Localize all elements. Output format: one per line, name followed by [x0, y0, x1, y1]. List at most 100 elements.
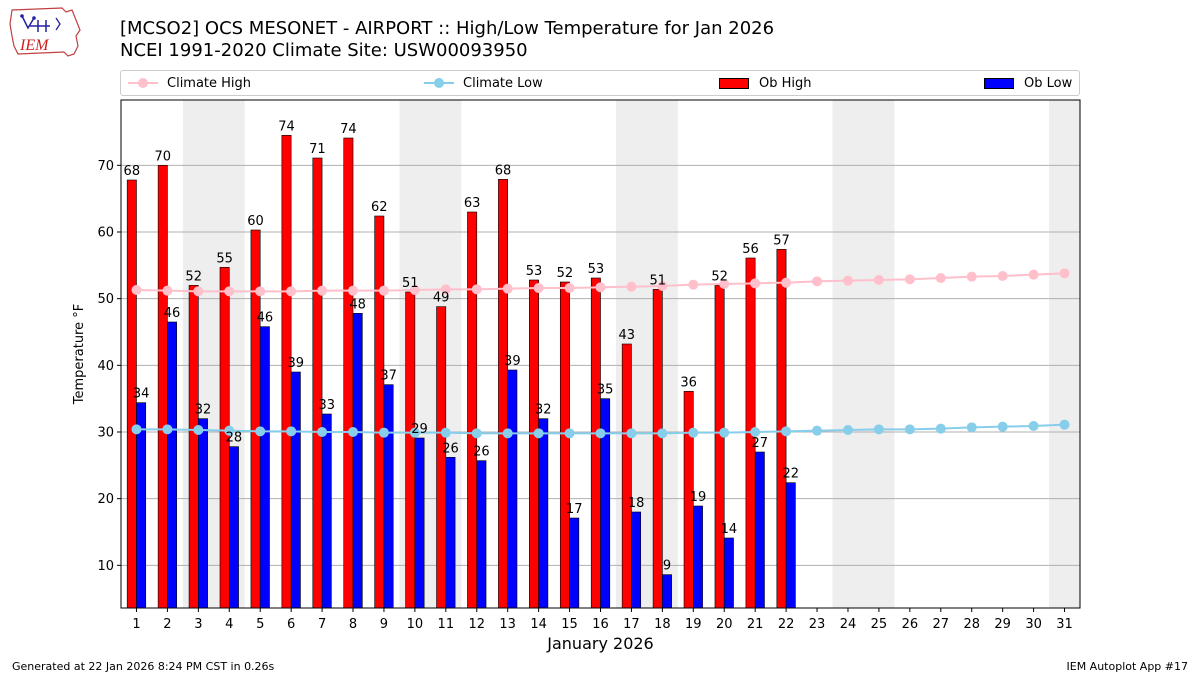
ob-low-label: 29 — [411, 422, 428, 437]
ob-low-bar — [693, 505, 703, 609]
x-tick-label: 5 — [256, 617, 264, 632]
x-tick-label: 23 — [809, 617, 826, 632]
app-label: IEM Autoplot App #17 — [1066, 660, 1189, 673]
x-tick-label: 9 — [380, 617, 388, 632]
climate-low-point — [286, 426, 297, 437]
climate-high-point — [317, 285, 328, 296]
climate-low-point — [1028, 421, 1039, 431]
climate-low-point — [966, 422, 977, 433]
ob-high-bar — [281, 135, 292, 609]
x-tick-label: 1 — [132, 617, 140, 632]
x-tick-label: 10 — [407, 617, 424, 632]
ob-high-bar — [467, 211, 478, 609]
climate-low-point — [533, 428, 544, 439]
ob-high-label: 70 — [154, 149, 171, 164]
climate-low-point — [348, 427, 359, 437]
climate-low-point — [657, 428, 668, 439]
climate-high-point — [904, 274, 915, 285]
climate-low-point — [997, 421, 1008, 432]
ob-low-bar — [569, 517, 580, 609]
ob-low-bar — [538, 418, 549, 609]
x-tick-label: 4 — [225, 617, 233, 632]
climate-high-point — [719, 279, 730, 289]
y-tick-label: 20 — [97, 492, 114, 507]
ob-low-bar — [198, 418, 208, 609]
ob-low-label: 26 — [473, 445, 490, 460]
svg-text:IEM: IEM — [19, 37, 50, 54]
climate-low-point — [409, 427, 420, 438]
climate-high-point — [564, 283, 575, 293]
ob-low-label: 46 — [164, 306, 181, 321]
climate-high-point — [626, 281, 637, 292]
ob-high-bar — [621, 343, 632, 609]
ob-low-label: 17 — [566, 502, 583, 517]
ob-high-bar — [436, 306, 447, 609]
ob-low-label: 27 — [752, 436, 769, 451]
climate-low-point — [255, 426, 266, 437]
climate-low-point — [688, 427, 699, 438]
ob-high-label: 71 — [309, 142, 326, 157]
legend-label-climate-low: Climate Low — [463, 75, 543, 91]
chart-title: [MCSO2] OCS MESONET - AIRPORT :: High/Lo… — [120, 18, 775, 39]
y-axis-label: Temperature °F — [72, 304, 87, 405]
ob-high-label: 57 — [773, 233, 790, 248]
x-tick-label: 18 — [654, 617, 671, 632]
ob-low-bar — [631, 511, 642, 609]
climate-low-point — [471, 428, 482, 439]
legend-label-climate-high: Climate High — [167, 75, 252, 91]
x-tick-label: 26 — [902, 617, 919, 632]
ob-low-bar — [785, 482, 796, 609]
ob-low-bar — [352, 313, 363, 609]
x-tick-label: 17 — [623, 617, 640, 632]
ob-high-swatch — [719, 77, 749, 89]
x-tick-label: 8 — [349, 617, 357, 632]
ob-high-label: 43 — [619, 328, 636, 343]
climate-high-point — [502, 283, 513, 294]
climate-high-point — [255, 286, 266, 297]
climate-low-point — [626, 428, 637, 439]
ob-low-label: 37 — [380, 369, 397, 384]
climate-high-point — [750, 278, 761, 289]
climate-high-line-swatch — [128, 78, 158, 88]
climate-low-point — [440, 427, 451, 438]
ob-high-label: 60 — [247, 214, 264, 229]
ob-high-label: 53 — [588, 262, 605, 277]
ob-high-label: 62 — [371, 200, 388, 215]
ob-low-label: 39 — [504, 354, 521, 369]
weekend-band — [1049, 100, 1080, 608]
y-tick-label: 40 — [97, 359, 114, 374]
climate-high-point — [781, 277, 792, 288]
ob-high-bar — [374, 215, 385, 609]
climate-low-point — [564, 428, 575, 439]
ob-high-bar — [529, 279, 539, 609]
x-tick-label: 31 — [1056, 617, 1073, 632]
climate-high-point — [1028, 269, 1039, 280]
climate-high-point — [286, 286, 297, 297]
ob-low-label: 39 — [288, 356, 305, 371]
generated-timestamp: Generated at 22 Jan 2026 8:24 PM CST in … — [12, 660, 275, 673]
climate-high-point — [966, 271, 977, 282]
x-tick-label: 7 — [318, 617, 326, 632]
climate-low-point — [873, 424, 884, 435]
weekend-band — [863, 100, 895, 608]
ob-low-bar — [476, 460, 487, 609]
legend-label-ob-low: Ob Low — [1024, 75, 1073, 91]
weekend-band — [832, 100, 864, 608]
ob-high-label: 55 — [216, 251, 233, 266]
ob-low-swatch — [984, 77, 1014, 89]
ob-low-label: 33 — [318, 398, 335, 413]
climate-high-point — [812, 276, 823, 287]
climate-low-point — [317, 427, 328, 437]
ob-low-label: 19 — [690, 490, 707, 505]
climate-high-point — [1059, 268, 1070, 279]
ob-low-label: 26 — [442, 441, 459, 456]
ob-high-label: 52 — [557, 266, 574, 281]
legend-item-climate-high: Climate High — [128, 74, 251, 92]
climate-low-line-swatch — [424, 78, 454, 88]
legend-item-ob-low: Ob Low — [984, 74, 1072, 92]
x-tick-label: 3 — [194, 617, 202, 632]
ob-low-label: 35 — [597, 383, 614, 398]
climate-low-point — [595, 428, 606, 439]
climate-high-point — [131, 285, 142, 295]
